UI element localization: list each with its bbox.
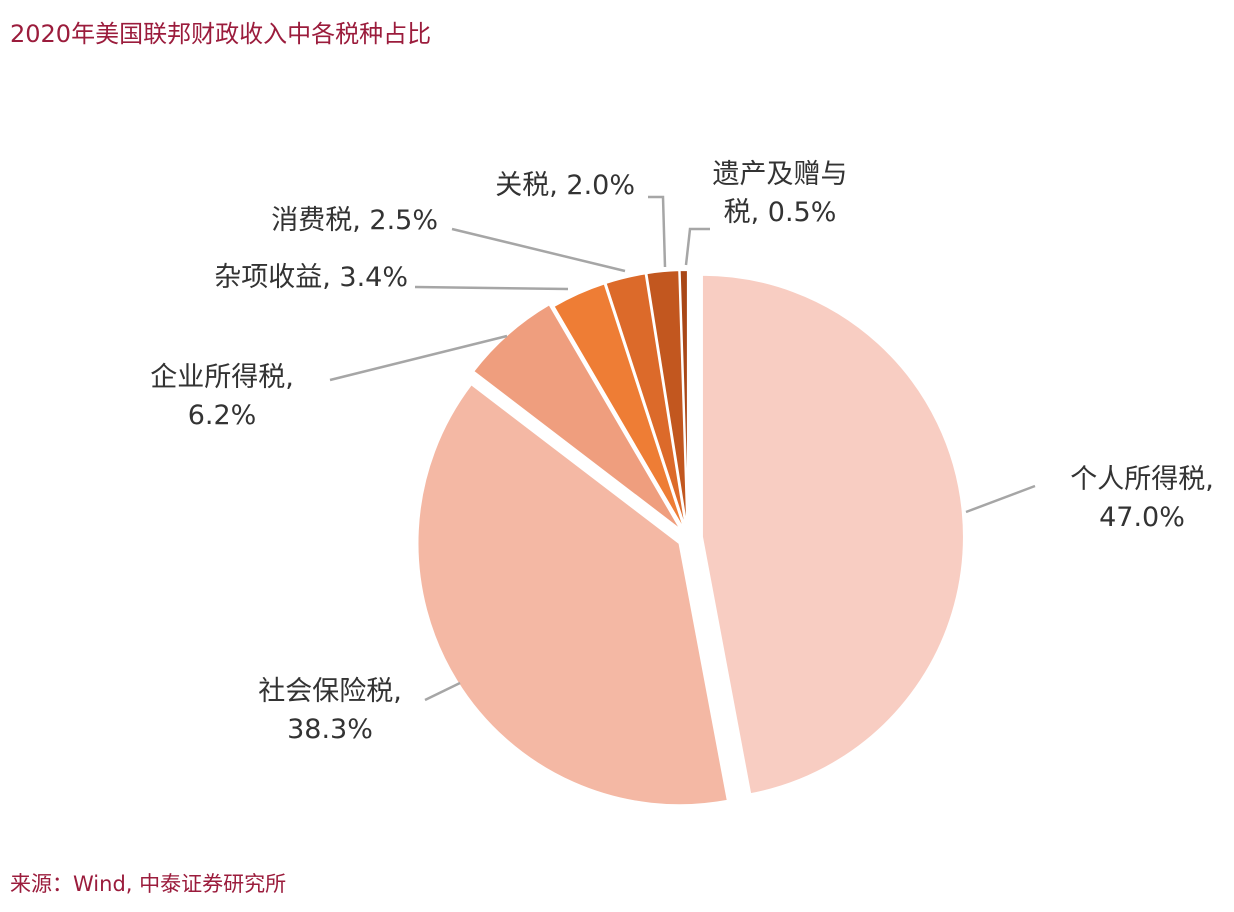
pie-slice-7 xyxy=(678,269,689,533)
pie-slice-1 xyxy=(700,273,965,796)
source-note: 来源：Wind, 中泰证券研究所 xyxy=(10,872,287,896)
slice-label-2: 社会保险税, 38.3% xyxy=(258,676,402,745)
slice-label-3-line-1: 企业所得税, xyxy=(150,362,294,393)
slice-label-4-line-1: 杂项收益, 3.4% xyxy=(214,262,408,293)
slice-label-6-line-1: 关税, 2.0% xyxy=(495,170,635,201)
slice-label-3-line-2: 6.2% xyxy=(188,400,257,431)
slice-label-4: 杂项收益, 3.4% xyxy=(214,262,408,293)
slice-label-1-line-2: 47.0% xyxy=(1099,502,1185,533)
leader-line-5 xyxy=(451,227,626,273)
leader-lines xyxy=(329,195,1036,702)
chart-title: 2020年美国联邦财政收入中各税种占比 xyxy=(10,20,432,48)
pie-slice-2 xyxy=(416,382,729,807)
slice-labels: 个人所得税, 47.0% 社会保险税, 38.3% 企业所得税, 6.2% 杂项收益, 3.… xyxy=(150,159,1214,745)
slice-label-7-line-1: 遗产及赠与 xyxy=(713,159,848,190)
slice-label-1-line-1: 个人所得税, xyxy=(1070,464,1214,495)
slice-label-2-line-1: 社会保险税, xyxy=(258,676,402,707)
leader-line-2 xyxy=(424,681,461,702)
slice-label-1: 个人所得税, 47.0% xyxy=(1070,464,1214,533)
leader-line-1 xyxy=(965,484,1036,514)
slice-label-5: 消费税, 2.5% xyxy=(271,205,438,236)
pie-slice-4 xyxy=(552,282,687,534)
slice-label-3: 企业所得税, 6.2% xyxy=(150,362,294,431)
slice-label-7-line-2: 税, 0.5% xyxy=(724,197,837,228)
leader-line-4 xyxy=(414,285,569,291)
slice-label-7: 遗产及赠与税, 0.5% xyxy=(713,159,848,228)
slice-label-2-line-2: 38.3% xyxy=(287,714,373,745)
leader-line-3 xyxy=(329,334,508,382)
slice-label-5-line-1: 消费税, 2.5% xyxy=(271,205,438,236)
pie-slices xyxy=(416,269,965,807)
leader-line-7 xyxy=(684,227,710,266)
pie-slice-3 xyxy=(471,302,683,532)
leader-line-6 xyxy=(648,195,667,268)
slice-label-6: 关税, 2.0% xyxy=(495,170,635,201)
